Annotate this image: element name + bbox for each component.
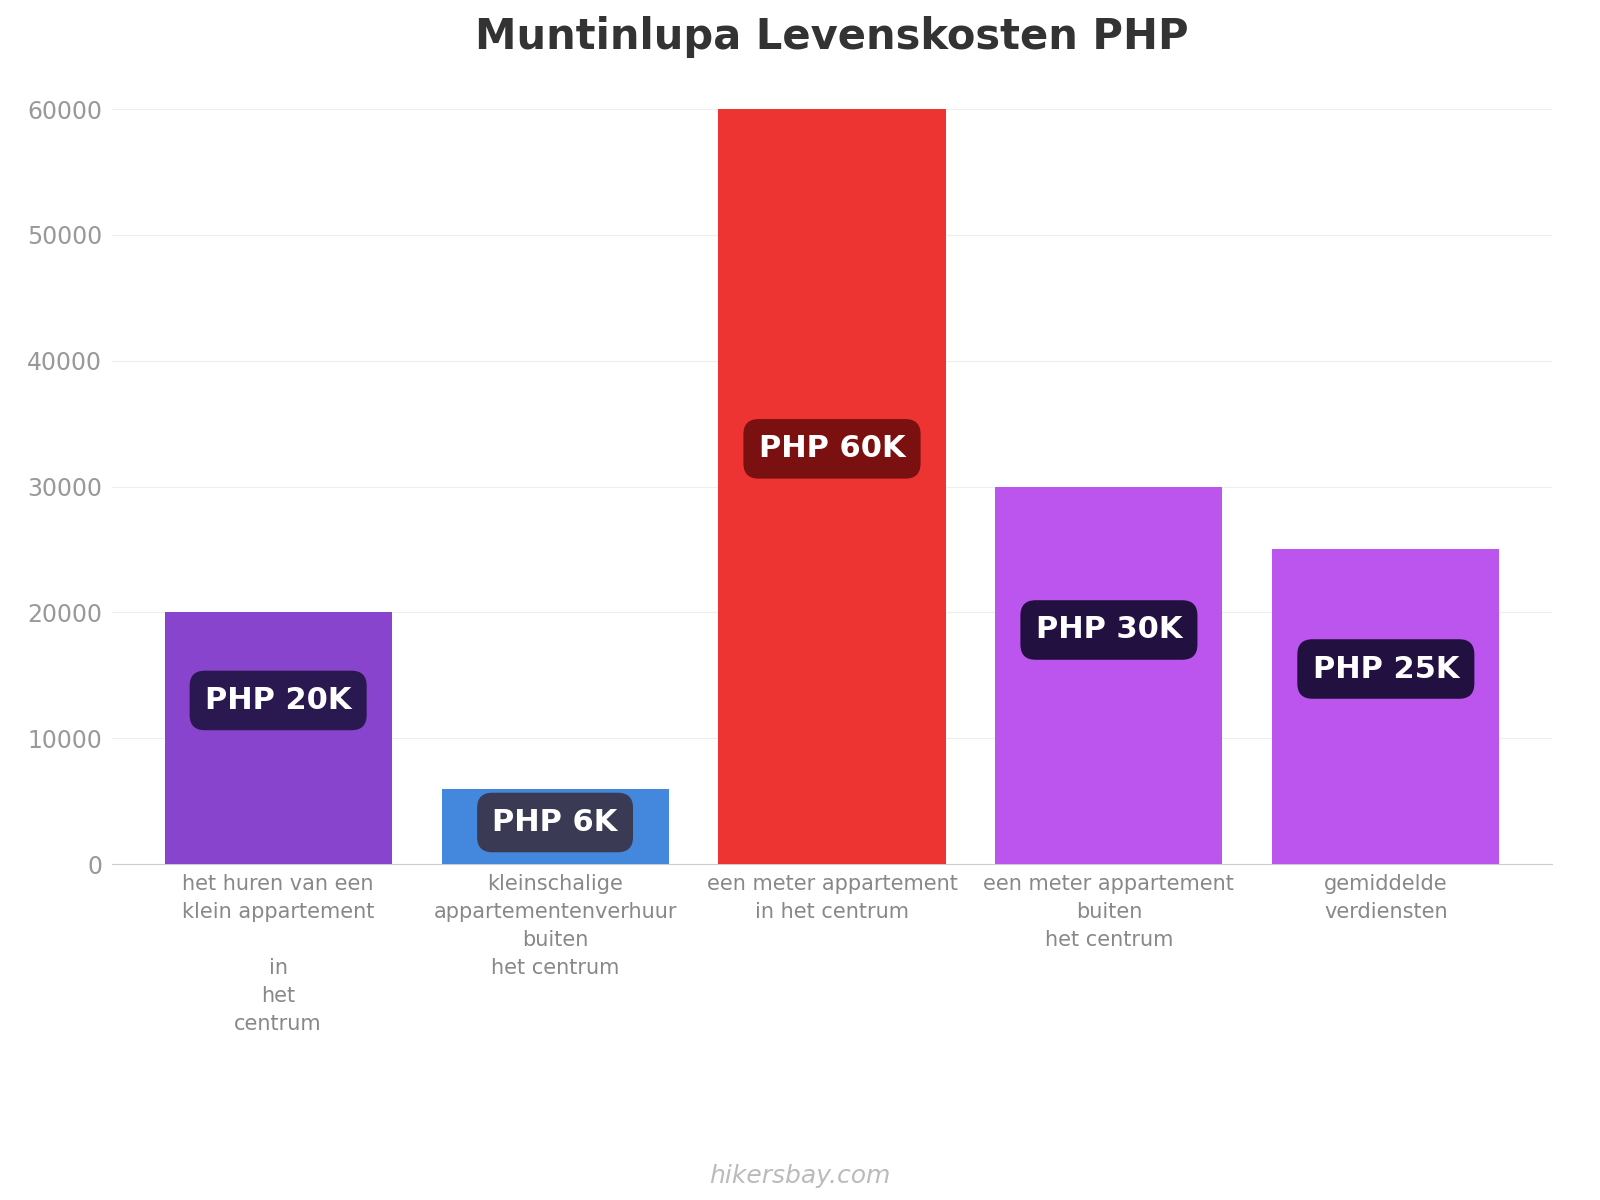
Text: PHP 20K: PHP 20K <box>205 686 352 715</box>
Bar <box>165 612 392 864</box>
Bar <box>995 486 1222 864</box>
Title: Muntinlupa Levenskosten PHP: Muntinlupa Levenskosten PHP <box>475 17 1189 59</box>
Text: PHP 6K: PHP 6K <box>493 808 618 836</box>
Text: PHP 30K: PHP 30K <box>1035 616 1182 644</box>
Text: hikersbay.com: hikersbay.com <box>709 1164 891 1188</box>
Bar <box>718 109 946 864</box>
Text: PHP 25K: PHP 25K <box>1312 654 1459 684</box>
Text: PHP 60K: PHP 60K <box>758 434 906 463</box>
Bar <box>442 788 669 864</box>
Bar <box>1272 550 1499 864</box>
